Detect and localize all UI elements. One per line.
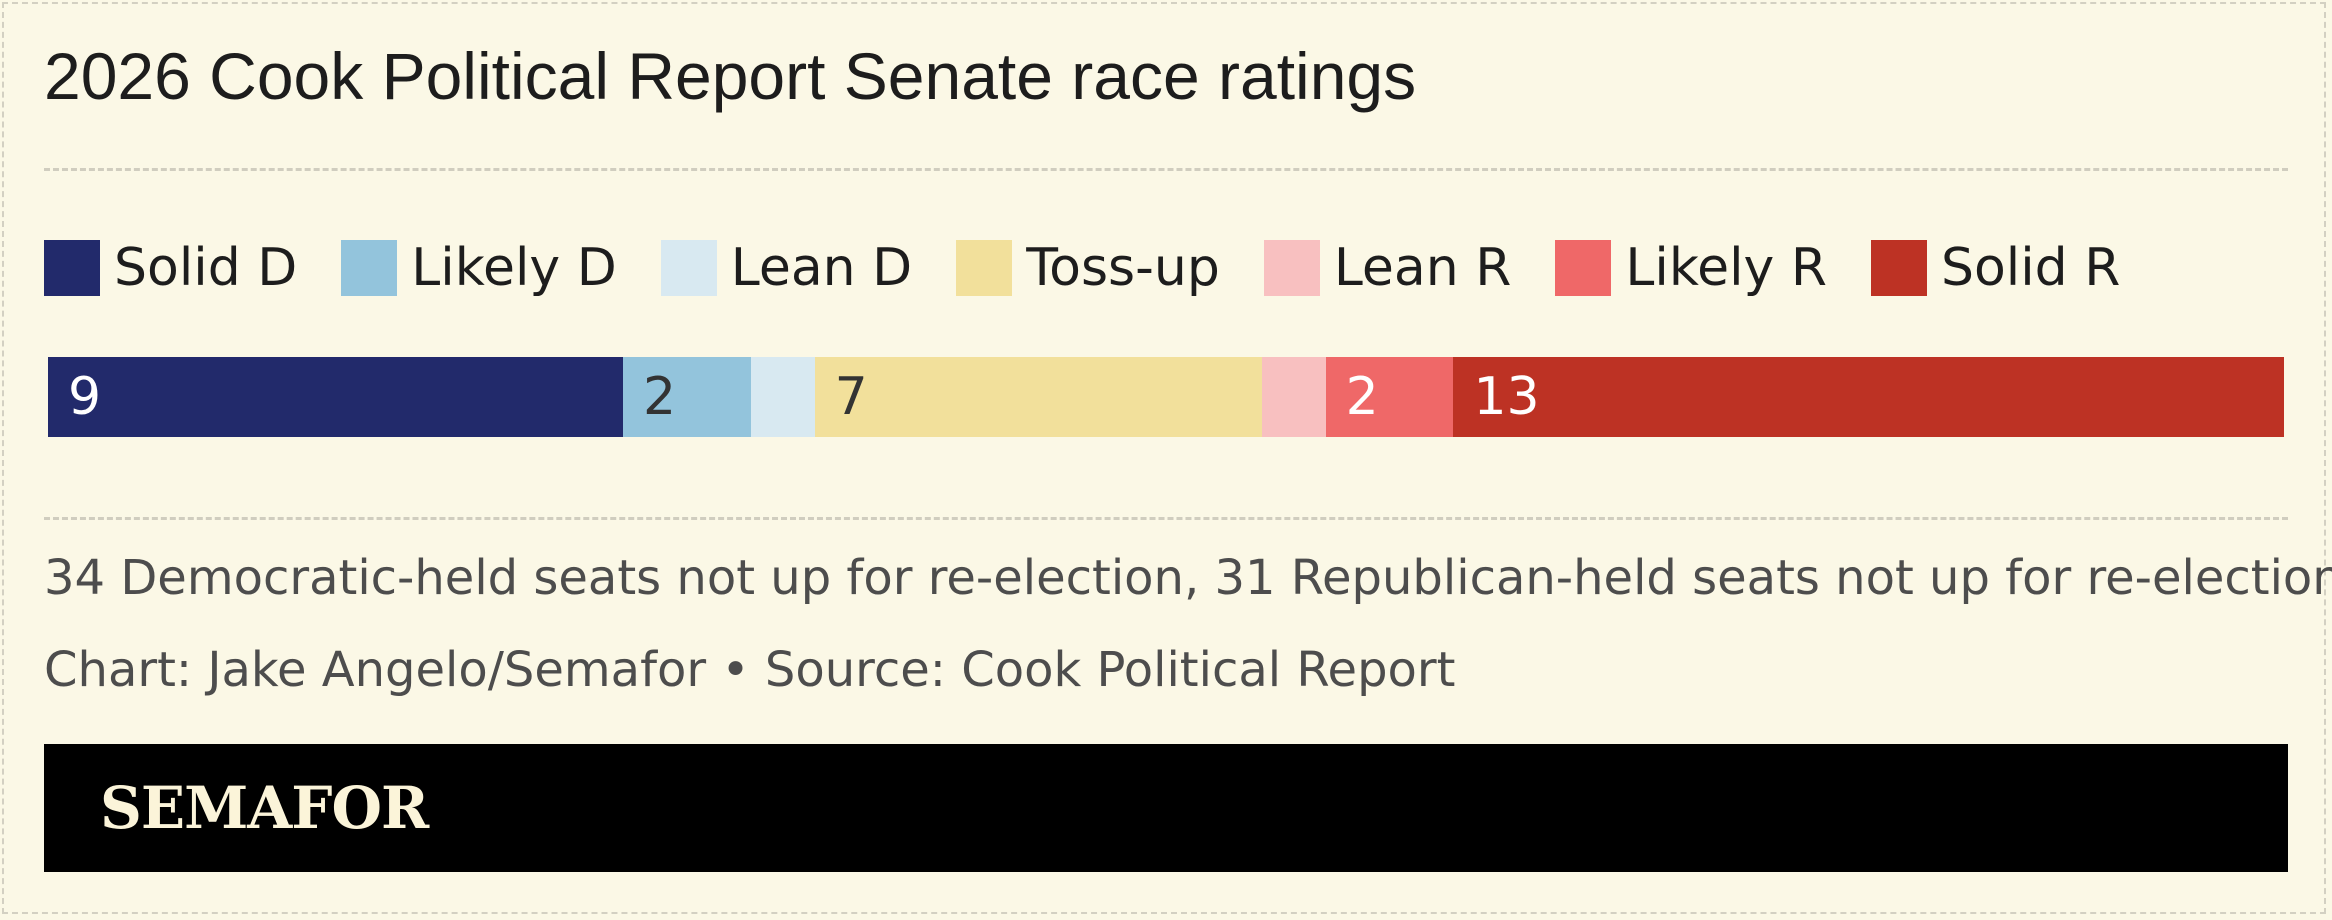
legend-swatch-toss-up [956,240,1013,296]
chart-credit: Chart: Jake Angelo/Semafor • Source: Coo… [44,642,1456,698]
semafor-logo: SEMAFOR [100,774,429,842]
legend-label-lean-d: Lean D [730,238,913,298]
chart-title: 2026 Cook Political Report Senate race r… [44,39,1417,113]
stacked-bar: 9 2 7 2 13 [48,357,2284,437]
brand-footer: SEMAFOR [44,744,2288,872]
legend-item-toss-up: Toss-up [956,240,1220,296]
legend-item-likely-d: Likely D [341,238,617,298]
bar-value-label-toss-up: 7 [834,367,868,427]
legend-label-solid-d: Solid D [114,238,298,298]
bar-segment-solid-d: 9 [48,357,623,437]
legend-swatch-likely-d [341,240,398,296]
bar-segment-likely-r: 2 [1325,357,1454,437]
bar-segment-toss-up: 7 [814,357,1262,437]
legend-label-likely-d: Likely D [411,238,617,298]
legend-swatch-solid-r [1870,240,1927,296]
legend-swatch-solid-d [44,240,100,296]
bar-value-label-likely-r: 2 [1345,367,1379,427]
legend-item-lean-d: Lean D [660,238,913,298]
bar-segment-lean-d [750,357,815,437]
legend-label-lean-r: Lean R [1333,238,1512,298]
top-divider [44,168,2288,171]
legend-item-likely-r: Likely R [1555,240,1827,296]
legend-swatch-lean-d [660,240,717,296]
legend-item-solid-r: Solid R [1870,238,2121,298]
legend-swatch-likely-r [1555,240,1612,296]
legend: Solid D Likely D Lean D Toss-up Lean R Likely… [44,240,2120,296]
bar-value-label-likely-d: 2 [642,367,677,427]
legend-swatch-lean-r [1263,240,1320,296]
legend-label-likely-r: Likely R [1625,238,1827,298]
bar-value-label-solid-r: 13 [1473,367,1540,427]
bar-segment-solid-r: 13 [1453,357,2284,437]
bar-segment-lean-r [1261,357,1326,437]
legend-item-solid-d: Solid D [44,240,297,296]
bottom-divider [44,517,2288,520]
chart-note: 34 Democratic-held seats not up for re-e… [44,550,2332,606]
legend-label-toss-up: Toss-up [1026,238,1220,298]
legend-item-lean-r: Lean R [1263,238,1512,298]
legend-label-solid-r: Solid R [1940,238,2121,298]
bar-value-label-solid-d: 9 [68,367,102,427]
bar-segment-likely-d: 2 [622,357,751,437]
